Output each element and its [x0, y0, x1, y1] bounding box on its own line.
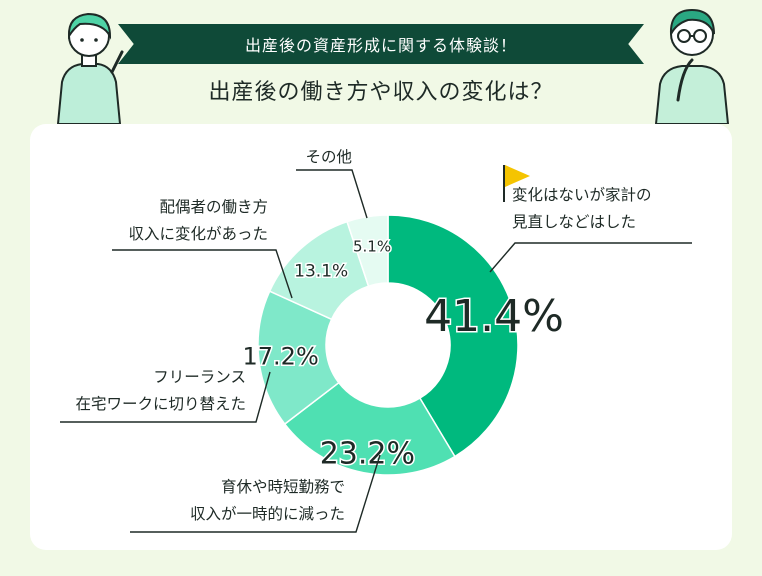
flag-icon [503, 165, 530, 202]
page-title: 出産後の働き方や収入の変化は？ [208, 80, 554, 105]
leader-line [296, 169, 368, 219]
banner-label: 出産後の資産形成に関する体験談！ [244, 36, 517, 55]
chart-card [30, 124, 732, 550]
leader-line [112, 249, 293, 299]
leader-line [130, 454, 381, 533]
slice-percent-label: 5.1% [353, 238, 391, 256]
category-label: フリーランス在宅ワークに切り替えた [75, 368, 246, 413]
category-label: 変化はないが家計の見直しなどはした [512, 186, 652, 231]
slice-percent-label: 13.1% [294, 262, 348, 282]
slice-percent-label: 41.4% [424, 291, 564, 342]
donut-slice [283, 381, 456, 476]
slice-percent-label: 23.2% [320, 437, 415, 472]
leader-line [489, 242, 692, 273]
donut-slice [387, 214, 519, 458]
woman-pointing-illustration [56, 12, 124, 124]
category-label: その他 [305, 148, 352, 166]
category-label: 配偶者の働き方収入に変化があった [128, 198, 268, 243]
donut-slice [346, 214, 389, 288]
header-banner: 出産後の資産形成に関する体験談！ [118, 24, 644, 64]
man-thinking-illustration [654, 8, 730, 124]
slice-percent-label: 17.2% [243, 343, 319, 371]
leader-line [60, 371, 271, 423]
category-label: 育休や時短勤務で収入が一時的に減った [190, 478, 345, 523]
